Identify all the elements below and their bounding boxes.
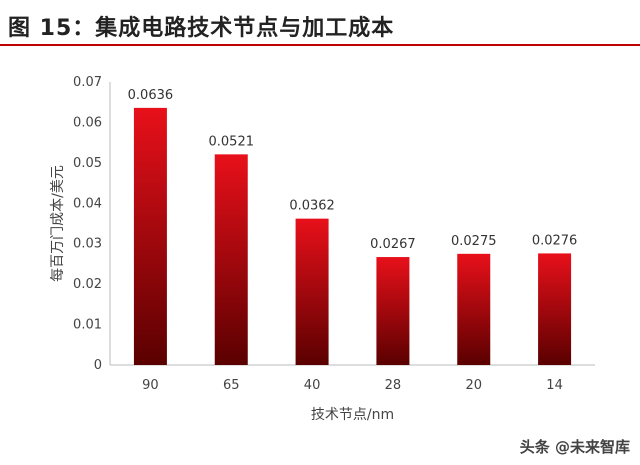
y-tick-label: 0.06 [73, 115, 102, 130]
bars [133, 107, 572, 366]
x-tick-labels: 90 65 40 28 20 14 [142, 378, 563, 393]
bar-65 [214, 154, 248, 365]
bar-28 [376, 257, 410, 365]
y-tick-label: 0.07 [73, 75, 102, 90]
x-axis-title: 技术节点/nm [311, 407, 394, 423]
y-tick-label: 0.01 [73, 318, 102, 333]
y-tick-label: 0.05 [73, 156, 102, 171]
x-tick-label: 14 [546, 378, 563, 393]
bar-20 [457, 253, 491, 365]
x-tick-label: 20 [465, 378, 482, 393]
data-label: 0.0362 [289, 199, 335, 214]
bar-40 [295, 218, 329, 365]
y-tick-label: 0.04 [73, 196, 102, 211]
x-tick-label: 65 [223, 378, 240, 393]
bar-14 [538, 253, 572, 365]
x-tick-label: 90 [142, 378, 159, 393]
data-label: 0.0267 [370, 237, 416, 252]
x-tick-label: 40 [304, 378, 321, 393]
figure-title: 图 15：集成电路技术节点与加工成本 [8, 16, 395, 41]
y-tick-label: 0 [94, 358, 102, 373]
watermark: 头条 @未来智库 [519, 438, 630, 456]
data-label: 0.0636 [128, 88, 174, 103]
data-label: 0.0521 [209, 134, 255, 149]
y-tick-label: 0.02 [73, 277, 102, 292]
title-rule [0, 44, 640, 46]
bar-90 [133, 107, 167, 366]
y-tick-labels: 0 0.01 0.02 0.03 0.04 0.05 0.06 0.07 [73, 75, 102, 373]
x-tick-label: 28 [385, 378, 402, 393]
data-label: 0.0275 [451, 234, 497, 249]
data-labels: 0.0636 0.0521 0.0362 0.0267 0.0275 0.0276 [128, 88, 578, 252]
y-tick-label: 0.03 [73, 237, 102, 252]
y-axis-title: 每百万门成本/美元 [50, 165, 66, 282]
data-label: 0.0276 [532, 233, 578, 248]
